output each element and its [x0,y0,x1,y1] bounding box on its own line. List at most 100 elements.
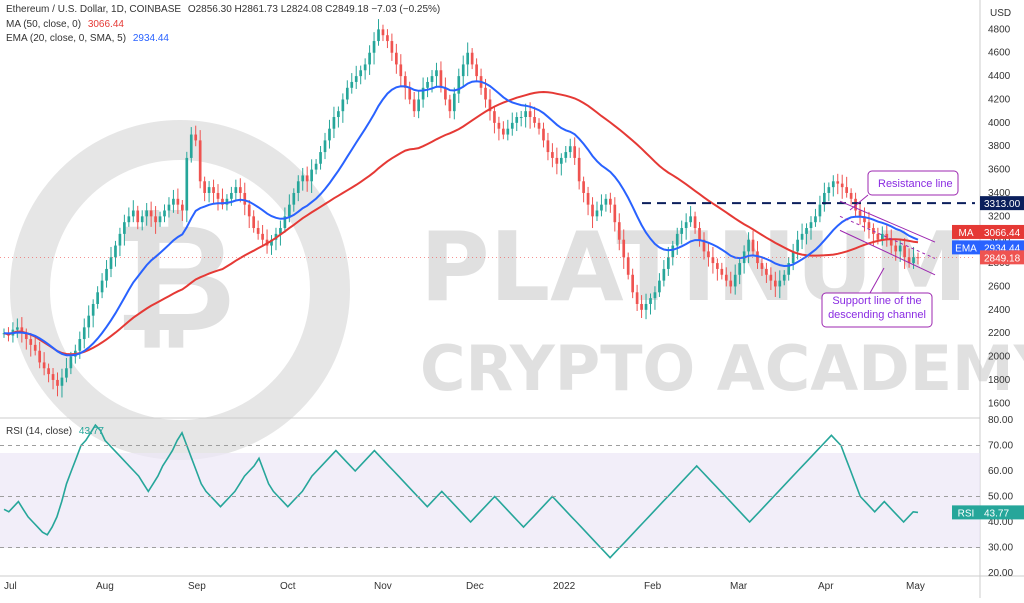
time-tick-label: Nov [374,581,392,592]
candle-body [381,29,385,36]
ema-price-tag-value: 2934.44 [984,243,1021,254]
time-tick-label: Jul [4,581,17,592]
candle-body [778,280,782,287]
candle-body [470,52,474,65]
candle-body [51,374,55,380]
candle-body [408,87,412,100]
candle-body [221,198,224,205]
time-axis: Jul Aug Sep Oct Nov Dec 2022 Feb Mar Apr May [4,581,925,592]
ema-legend[interactable]: EMA (20, close, 0, SMA, 5) 2934.44 [6,33,169,44]
support-annotation: Support line of the descending channel [821,267,933,328]
candle-body [898,245,902,252]
candle-body [256,228,260,234]
symbol-title: Ethereum / U.S. Dollar, 1D, COINBASE [6,4,182,15]
candle-body [702,239,706,252]
candle-body [109,257,113,269]
ma-price-tag-label-box [952,224,980,239]
candle-body [707,251,710,258]
candle-body [158,216,162,223]
resistance-annotation-label: Resistance line [878,178,953,190]
rsi-legend-value: 43.77 [78,426,104,437]
support-annotation-label: Support line of the descending channel [828,295,926,321]
ma-legend-value: 3066.44 [87,19,124,30]
candle-body [203,181,206,193]
candle-body [310,169,313,182]
rsi-tick-label: 50.00 [988,492,1013,503]
candle-body [372,41,376,53]
ma-line [3,90,919,356]
candle-body [524,111,527,118]
candle-body [448,99,452,112]
price-tick-label: 4000 [988,118,1011,129]
candle-body [733,274,737,287]
candle-body [91,303,95,316]
price-tick-label: 4600 [988,48,1011,59]
rsi-tick-label: 80.00 [988,415,1013,426]
candle-body [42,362,46,369]
candle-body [354,76,358,82]
resistance-price-tag-box [980,196,1024,211]
candle-body [279,228,282,234]
time-tick-label: Aug [96,581,114,592]
candle-body [765,268,768,275]
price-tick-label: 2600 [988,281,1011,292]
candle-body [791,251,795,264]
candle-body [711,257,715,264]
candle-body [814,216,817,223]
time-tick-label: Sep [188,581,206,592]
candle-body [658,280,661,293]
candle-body [488,99,492,112]
candle-body [207,187,211,193]
candle-body [546,140,550,153]
candle-body [24,333,28,340]
candle-body [782,274,786,281]
time-tick-label: 2022 [553,581,576,592]
candle-body [617,222,621,240]
candle-body [662,268,666,281]
candle-body [502,128,505,135]
candle-body [417,99,420,112]
resistance-price-tag-value: 3313.00 [984,199,1021,210]
rsi-tick-label: 60.00 [988,466,1013,477]
ma-legend[interactable]: MA (50, close, 0) 3066.44 [6,19,124,30]
candle-body [845,187,849,193]
last-price-tag-value: 2849.18 [984,253,1021,264]
candle-body [430,76,434,82]
candle-body [559,157,563,164]
candle-body [823,192,826,205]
watermark: ₿ PLATINUM CRYPTO ACADEMY [10,120,1024,460]
candle-body [149,210,153,217]
rsi-legend[interactable]: RSI (14, close) 43.77 [6,426,104,437]
candle-body [457,76,461,94]
candle-body [889,239,893,246]
candle-body [644,303,648,310]
candle-body [591,204,594,217]
candle-body [600,204,603,211]
candle-body [216,192,220,199]
candle-body [622,239,626,258]
candle-body [114,245,117,258]
time-tick-label: Dec [466,581,484,592]
candle-body [716,263,719,269]
candle-body [894,245,898,252]
ema-legend-label: EMA (20, close, 0, SMA, 5) [6,33,127,44]
candle-body [515,117,519,123]
candle-body [912,257,915,264]
candle-body [243,192,247,205]
time-tick-label: Feb [644,581,662,592]
candle-body [854,198,857,211]
watermark-line2: CRYPTO ACADEMY [420,332,1024,405]
candle-body [154,216,157,223]
candle-body [698,228,701,240]
candle-body [613,204,617,223]
rsi-price-tag-value: 43.77 [984,508,1009,519]
candle-body [399,64,403,77]
candle-body [916,257,920,259]
candle-body [194,134,198,141]
candle-body [292,192,296,205]
candle-body [452,93,456,112]
candle-body [751,239,755,252]
candle-body [858,210,862,217]
candle-body [123,222,126,234]
